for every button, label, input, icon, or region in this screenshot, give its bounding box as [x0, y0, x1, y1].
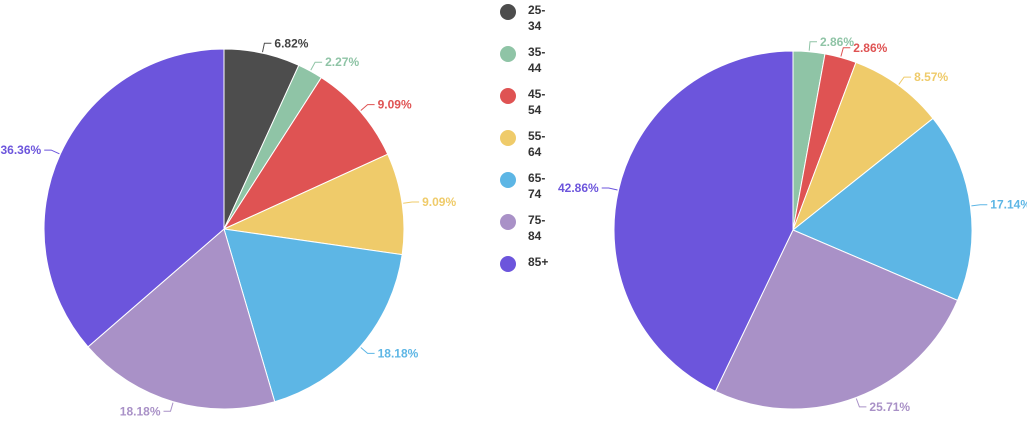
- legend-item-55-64[interactable]: 55-64: [500, 128, 550, 170]
- legend-item-45-54[interactable]: 45-54: [500, 86, 550, 128]
- legend-swatch: [500, 46, 516, 62]
- legend-swatch: [500, 130, 516, 146]
- data-label: 2.86%: [853, 41, 887, 55]
- label-connector: [360, 347, 375, 354]
- legend-swatch: [500, 256, 516, 272]
- data-label: 42.86%: [558, 181, 599, 195]
- pie-slice[interactable]: [43, 48, 225, 348]
- label-connector: [855, 398, 867, 408]
- legend-label: 35-44: [528, 45, 546, 75]
- data-label: 9.09%: [422, 195, 456, 209]
- legend-swatch: [500, 88, 516, 104]
- pie-slice[interactable]: [714, 229, 959, 410]
- legend-item-75-84[interactable]: 75-84: [500, 212, 550, 254]
- legend-swatch: [500, 172, 516, 188]
- pie-slice[interactable]: [222, 153, 405, 256]
- label-connector: [403, 201, 420, 204]
- data-label: 17.14%: [990, 198, 1027, 212]
- legend-label: 85+: [528, 255, 549, 269]
- label-connector: [163, 402, 174, 412]
- pie-slice[interactable]: [791, 61, 934, 232]
- legend-item-65-74[interactable]: 65-74: [500, 170, 550, 212]
- legend-label: 55-64: [528, 129, 546, 159]
- legend-label: 75-84: [528, 213, 546, 243]
- label-connector: [840, 47, 851, 57]
- legend-label: 65-74: [528, 171, 546, 201]
- data-label: 25.71%: [869, 400, 910, 414]
- data-label: 18.18%: [378, 346, 419, 360]
- pie-chart-1: 6.82% 2.27% 9.09% 9.09% 18.18% 18.18% 36.36%: [0, 36, 456, 418]
- data-label: 36.36%: [0, 143, 41, 157]
- pie-slice[interactable]: [222, 76, 389, 231]
- label-connector: [44, 149, 60, 155]
- data-label: 9.09%: [378, 98, 412, 112]
- pie-slice[interactable]: [87, 228, 276, 410]
- label-connector: [360, 104, 375, 111]
- label-connector: [310, 61, 323, 71]
- data-label: 2.27%: [325, 55, 359, 69]
- legend: 25-34 35-44 45-54 55-64 65-74 75-84 85+: [500, 2, 550, 296]
- legend-item-35-44[interactable]: 35-44: [500, 44, 550, 86]
- data-label: 18.18%: [120, 404, 161, 418]
- label-connector: [898, 76, 912, 85]
- label-connector: [971, 204, 988, 207]
- pie-slice[interactable]: [223, 228, 403, 403]
- label-connector: [808, 41, 817, 51]
- label-connector: [262, 42, 272, 53]
- legend-item-25-34[interactable]: 25-34: [500, 2, 550, 44]
- pie-chart-2: 2.86% 2.86% 8.57% 17.14% 25.71% 42.86%: [558, 35, 1027, 414]
- data-label: 6.82%: [274, 36, 308, 50]
- pie-slice[interactable]: [613, 50, 794, 392]
- legend-item-85-plus[interactable]: 85+: [500, 254, 550, 296]
- pie-slice[interactable]: [792, 117, 973, 302]
- data-label: 8.57%: [914, 70, 948, 84]
- legend-swatch: [500, 4, 516, 20]
- legend-label: 25-34: [528, 3, 546, 33]
- legend-label: 45-54: [528, 87, 546, 117]
- legend-swatch: [500, 214, 516, 230]
- label-connector: [601, 187, 618, 191]
- data-label: 2.86%: [820, 35, 854, 49]
